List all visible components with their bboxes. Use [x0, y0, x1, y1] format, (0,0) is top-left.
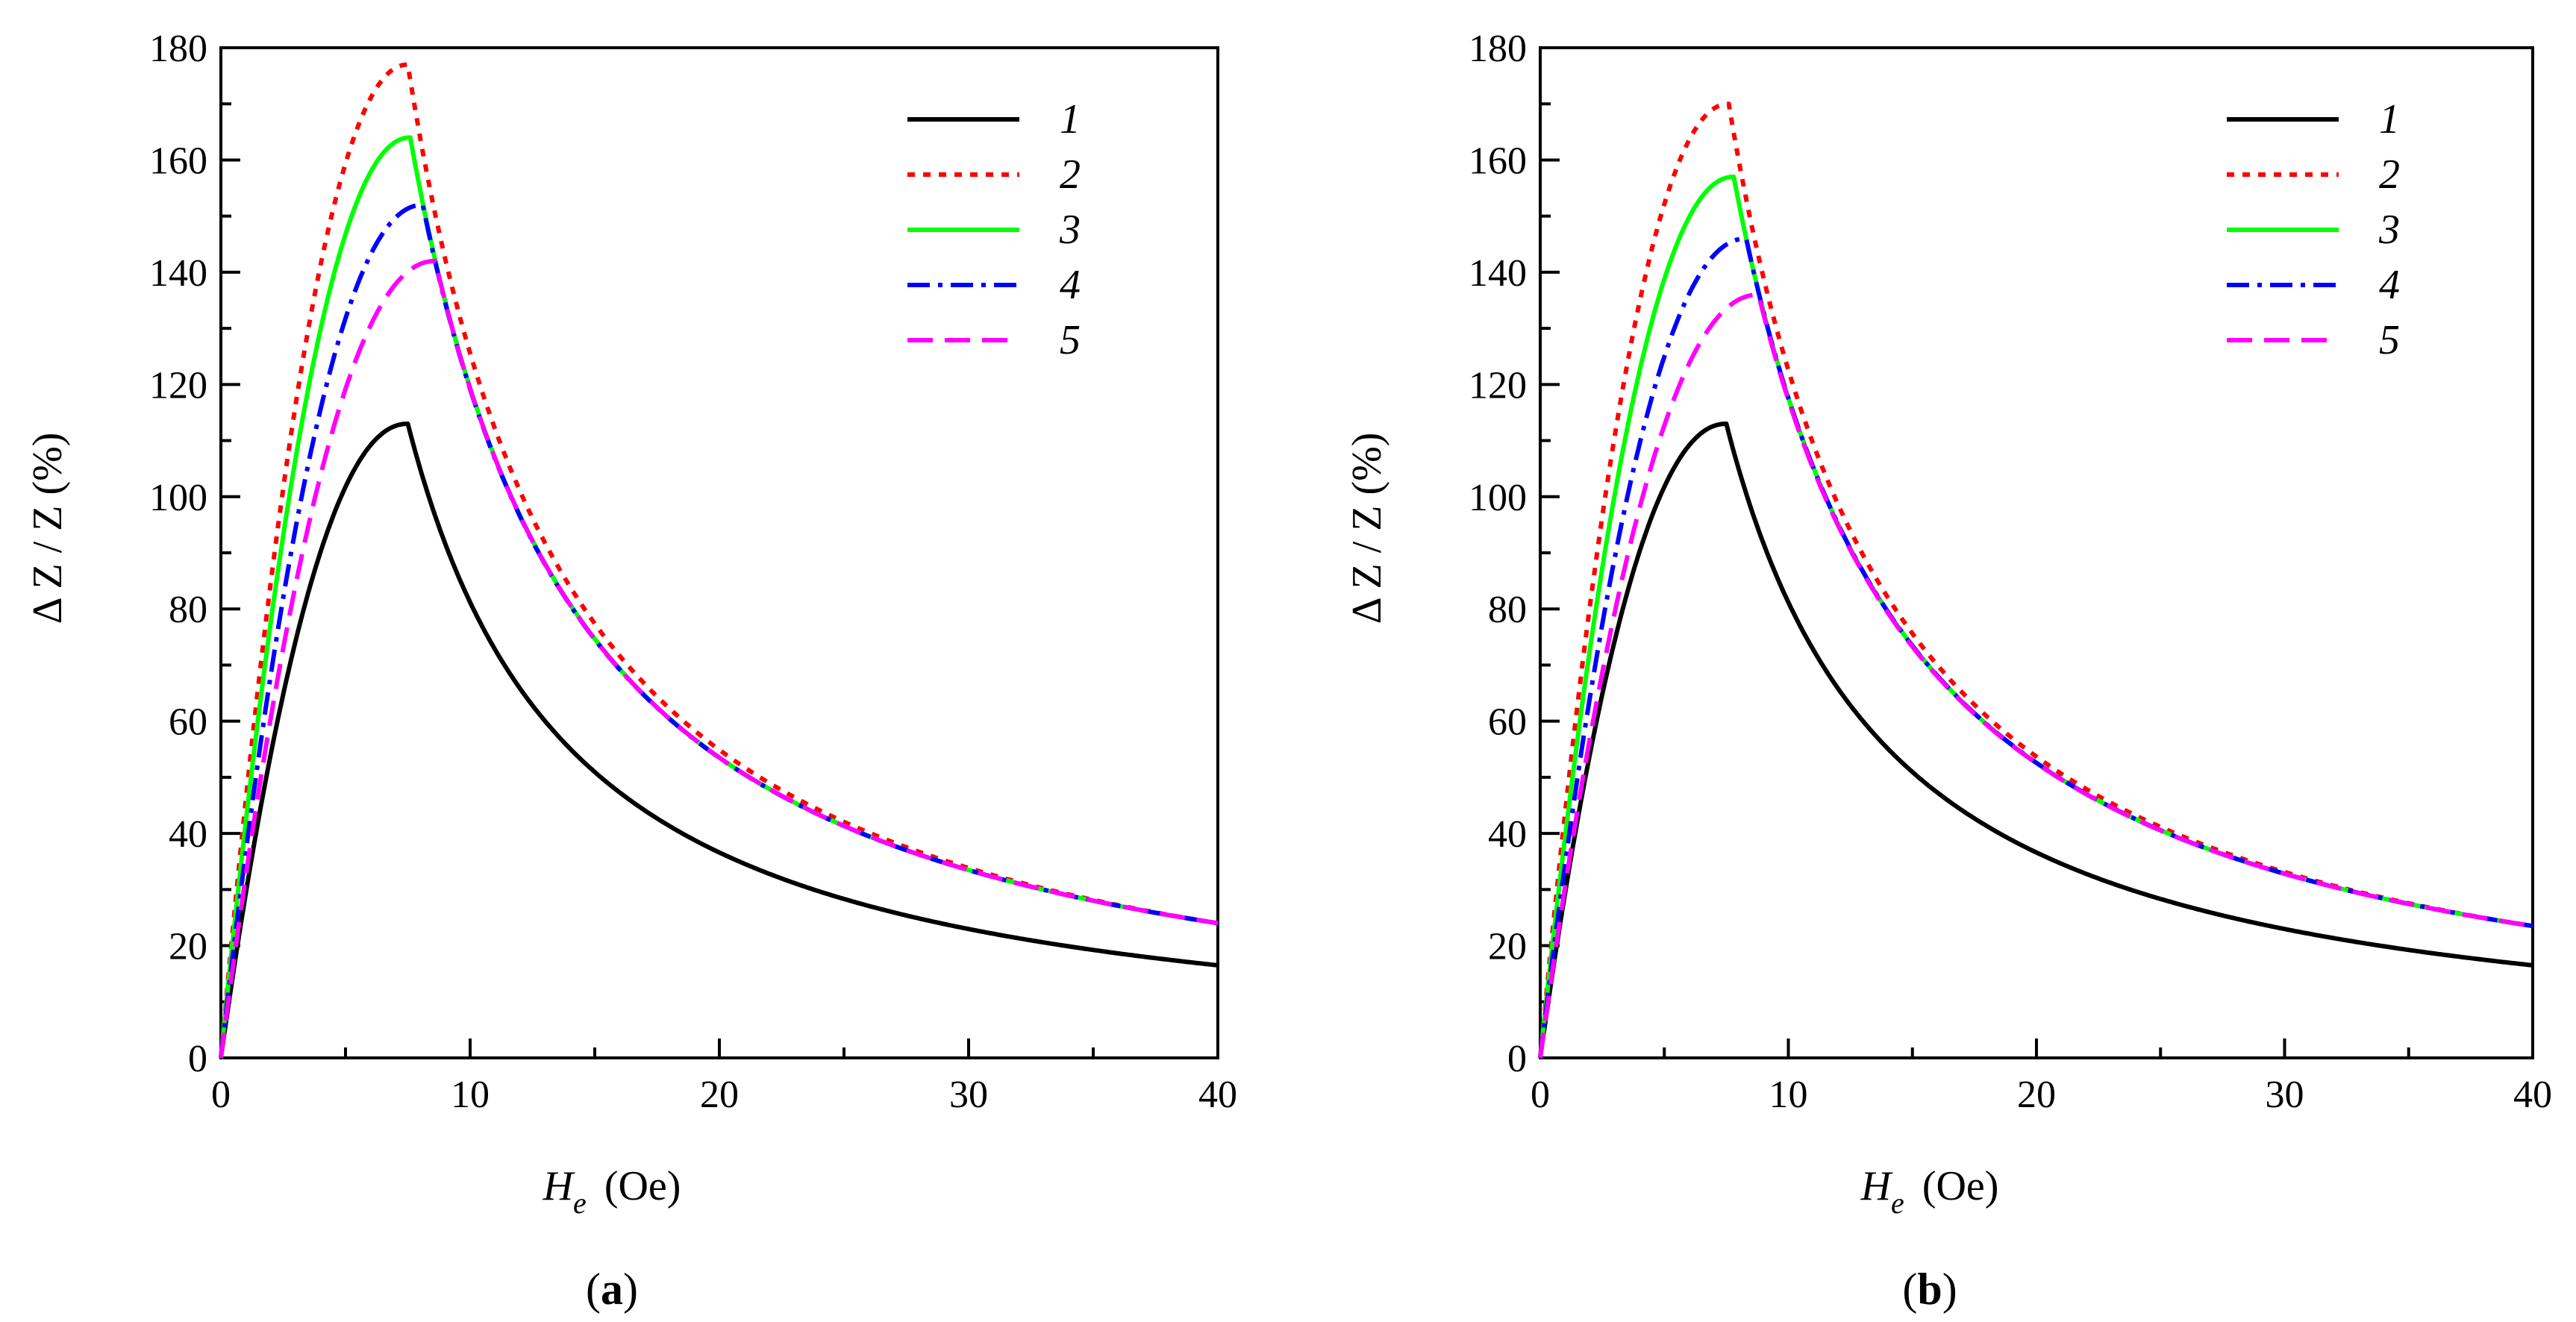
- x-axis-symbol: H: [543, 1163, 575, 1209]
- series-5-line: [219, 258, 1219, 1059]
- y-tick-label: 80: [1488, 589, 1527, 631]
- tick-marks: [219, 46, 1219, 1059]
- legend-label-1: 1: [1060, 96, 1081, 142]
- legend-label-5: 5: [2379, 317, 2400, 363]
- x-tick-label: 20: [700, 1074, 739, 1116]
- legend-label-3: 3: [2378, 207, 2400, 253]
- y-tick-label: 100: [149, 477, 207, 519]
- y-tick-label: 0: [188, 1038, 207, 1080]
- legend-label-4: 4: [1060, 262, 1081, 308]
- x-tick-label: 20: [2017, 1074, 2056, 1116]
- y-tick-label: 40: [1488, 813, 1527, 856]
- y-tick-labels: 0 20 40 60 80 100 120 140 160 180: [1469, 28, 1527, 1080]
- x-tick-label: 30: [949, 1074, 988, 1116]
- x-tick-label: 40: [1198, 1074, 1237, 1116]
- y-tick-label: 80: [169, 589, 207, 631]
- y-tick-label: 160: [1469, 140, 1527, 182]
- series-1-line: [1538, 422, 2533, 1059]
- y-tick-label: 60: [169, 701, 207, 744]
- x-axis-units: (Oe): [1922, 1163, 1999, 1209]
- y-tick-label: 140: [149, 252, 207, 295]
- series-lines: [1538, 101, 2533, 1059]
- legend-label-2: 2: [1060, 151, 1081, 198]
- y-tick-label: 180: [149, 28, 207, 70]
- x-tick-label: 0: [211, 1074, 231, 1116]
- panel-label-close: ): [623, 1265, 638, 1314]
- legend-label-2: 2: [2379, 151, 2400, 198]
- panel-label-letter: a: [601, 1265, 623, 1314]
- y-axis-title: Δ Z / Z (%): [25, 433, 71, 624]
- y-tick-label: 20: [169, 926, 207, 968]
- y-tick-label: 120: [149, 364, 207, 407]
- y-tick-label: 100: [1469, 477, 1527, 519]
- legend-label-3: 3: [1059, 207, 1081, 253]
- y-tick-label: 140: [1469, 252, 1527, 295]
- x-tick-labels: 0 10 20 30 40: [1531, 1074, 2552, 1116]
- x-axis-symbol: H: [1860, 1163, 1893, 1209]
- panel-label: (a): [586, 1265, 638, 1314]
- panel-a: 0 20 40 60 80 100 120 140 160 180 0 10 20 30 40 1 2 3 4 5…: [25, 28, 1237, 1314]
- x-tick-labels: 0 10 20 30 40: [211, 1074, 1237, 1116]
- y-tick-label: 20: [1488, 926, 1527, 968]
- x-tick-label: 10: [1769, 1074, 1808, 1116]
- legend-label-4: 4: [2379, 262, 2400, 308]
- panel-label-close: ): [1942, 1265, 1957, 1314]
- series-5-line: [1538, 292, 2533, 1059]
- y-tick-label: 0: [1507, 1038, 1527, 1080]
- x-tick-label: 40: [2513, 1074, 2552, 1116]
- x-tick-label: 30: [2266, 1074, 2304, 1116]
- x-axis-title: He (Oe): [543, 1163, 681, 1220]
- legend: 1 2 3 4 5: [2227, 96, 2400, 363]
- y-tick-label: 160: [149, 140, 207, 182]
- x-tick-label: 10: [451, 1074, 490, 1116]
- x-axis-subscript: e: [573, 1186, 587, 1220]
- y-tick-labels: 0 20 40 60 80 100 120 140 160 180: [149, 28, 207, 1080]
- x-axis-subscript: e: [1891, 1186, 1904, 1220]
- series-lines: [219, 62, 1219, 1059]
- panel-label-letter: b: [1917, 1265, 1942, 1314]
- x-axis-title: He (Oe): [1860, 1163, 1999, 1220]
- panel-b: 0 20 40 60 80 100 120 140 160 180 0 10 20 30 40 1 2 3 4 5…: [1344, 28, 2552, 1314]
- y-axis-title: Δ Z / Z (%): [1344, 433, 1390, 624]
- legend-label-1: 1: [2379, 96, 2400, 142]
- tick-marks: [1539, 46, 2534, 1059]
- y-tick-label: 60: [1488, 701, 1527, 744]
- panel-label-open: (: [1902, 1265, 1917, 1314]
- y-tick-label: 40: [169, 813, 207, 856]
- legend: 1 2 3 4 5: [907, 96, 1081, 363]
- y-tick-label: 120: [1469, 364, 1527, 407]
- y-tick-label: 180: [1469, 28, 1527, 70]
- legend-label-5: 5: [1060, 317, 1081, 363]
- panel-label-open: (: [586, 1265, 601, 1314]
- x-tick-label: 0: [1531, 1074, 1550, 1116]
- x-axis-units: (Oe): [604, 1163, 681, 1209]
- series-1-line: [219, 422, 1219, 1059]
- panel-label: (b): [1902, 1265, 1957, 1314]
